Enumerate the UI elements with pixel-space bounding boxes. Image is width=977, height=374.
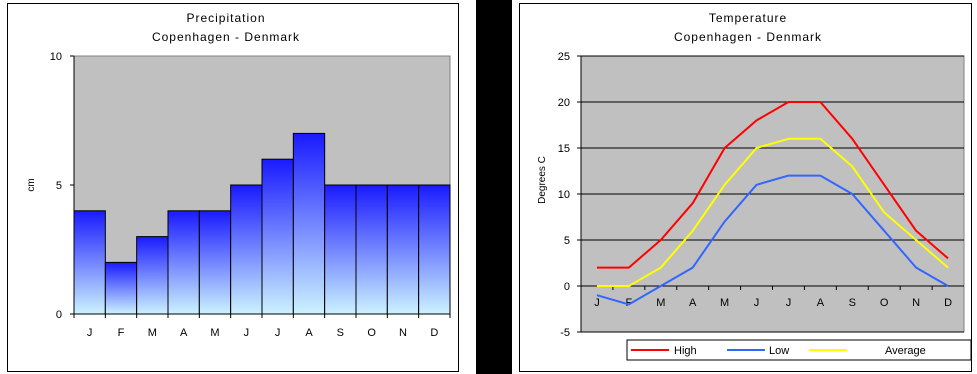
- precipitation-chart: Precipitation Copenhagen - Denmark 0 5 10 J F M…: [26, 11, 451, 339]
- bar: [104, 261, 138, 315]
- x-tick-label: J: [275, 327, 281, 339]
- y-tick-label: 10: [50, 51, 62, 63]
- temperature-chart: Temperature Copenhagen - Denmark -5 0 5 10 15 2…: [537, 11, 972, 361]
- x-tick-label: A: [305, 327, 313, 339]
- x-tick-label: S: [849, 297, 856, 309]
- bar: [418, 184, 451, 315]
- x-tick-label: A: [817, 297, 825, 309]
- legend-label-low: Low: [769, 345, 789, 357]
- y-tick-label: 5: [564, 235, 570, 247]
- x-tick-label: N: [399, 327, 407, 339]
- chart-title: Temperature: [709, 11, 787, 25]
- chart-subtitle: Copenhagen - Denmark: [152, 30, 300, 44]
- y-tick-label: 25: [558, 51, 570, 63]
- bar: [292, 132, 326, 315]
- x-tick-label: J: [754, 297, 760, 309]
- x-tick-label: O: [367, 327, 376, 339]
- x-tick-label: D: [430, 327, 438, 339]
- bar: [136, 236, 169, 315]
- legend-label-high: High: [674, 345, 697, 357]
- series-line-average: [596, 137, 949, 287]
- divider-bar: [476, 0, 512, 374]
- chart-subtitle: Copenhagen - Denmark: [674, 30, 822, 44]
- bar: [386, 184, 420, 315]
- x-tick-label: J: [87, 327, 93, 339]
- y-tick-label: 5: [56, 180, 62, 192]
- chart-title: Precipitation: [186, 11, 265, 25]
- legend-box: [626, 339, 972, 361]
- bar: [355, 184, 388, 315]
- x-tick-label: J: [244, 327, 250, 339]
- y-tick-label: -5: [560, 327, 570, 339]
- series-line-low: [596, 174, 949, 306]
- x-tick-label: J: [786, 297, 792, 309]
- legend-label-average: Average: [885, 345, 926, 357]
- x-tick-label: M: [720, 297, 729, 309]
- bar: [230, 184, 263, 315]
- x-tick-label: J: [594, 297, 600, 309]
- x-tick-label: D: [944, 297, 952, 309]
- bar: [198, 210, 232, 315]
- x-tick-label: A: [180, 327, 188, 339]
- temperature-chart-panel: Temperature Copenhagen - Denmark -5 0 5 10 15 2…: [519, 3, 972, 372]
- x-tick-label: O: [880, 297, 889, 309]
- y-tick-label: 20: [558, 97, 570, 109]
- bar: [167, 210, 200, 315]
- x-tick-label: A: [689, 297, 697, 309]
- x-tick-label: F: [626, 297, 633, 309]
- x-tick-label: N: [912, 297, 920, 309]
- y-axis-label: cm: [26, 178, 37, 191]
- y-tick-label: 0: [564, 281, 570, 293]
- bar: [261, 158, 294, 315]
- y-tick-label: 15: [558, 143, 570, 155]
- x-tick-label: M: [148, 327, 157, 339]
- y-axis-label: Degrees C: [537, 156, 548, 204]
- y-tick-label: 10: [558, 189, 570, 201]
- y-tick-label: 0: [56, 309, 62, 321]
- precipitation-chart-panel: Precipitation Copenhagen - Denmark 0 5 10 J F M…: [7, 3, 459, 372]
- x-tick-label: S: [337, 327, 344, 339]
- bar: [324, 184, 357, 315]
- series-line-high: [596, 101, 949, 269]
- x-tick-label: M: [656, 297, 665, 309]
- x-tick-label: F: [118, 327, 125, 339]
- x-tick-label: M: [210, 327, 219, 339]
- bar: [73, 210, 106, 315]
